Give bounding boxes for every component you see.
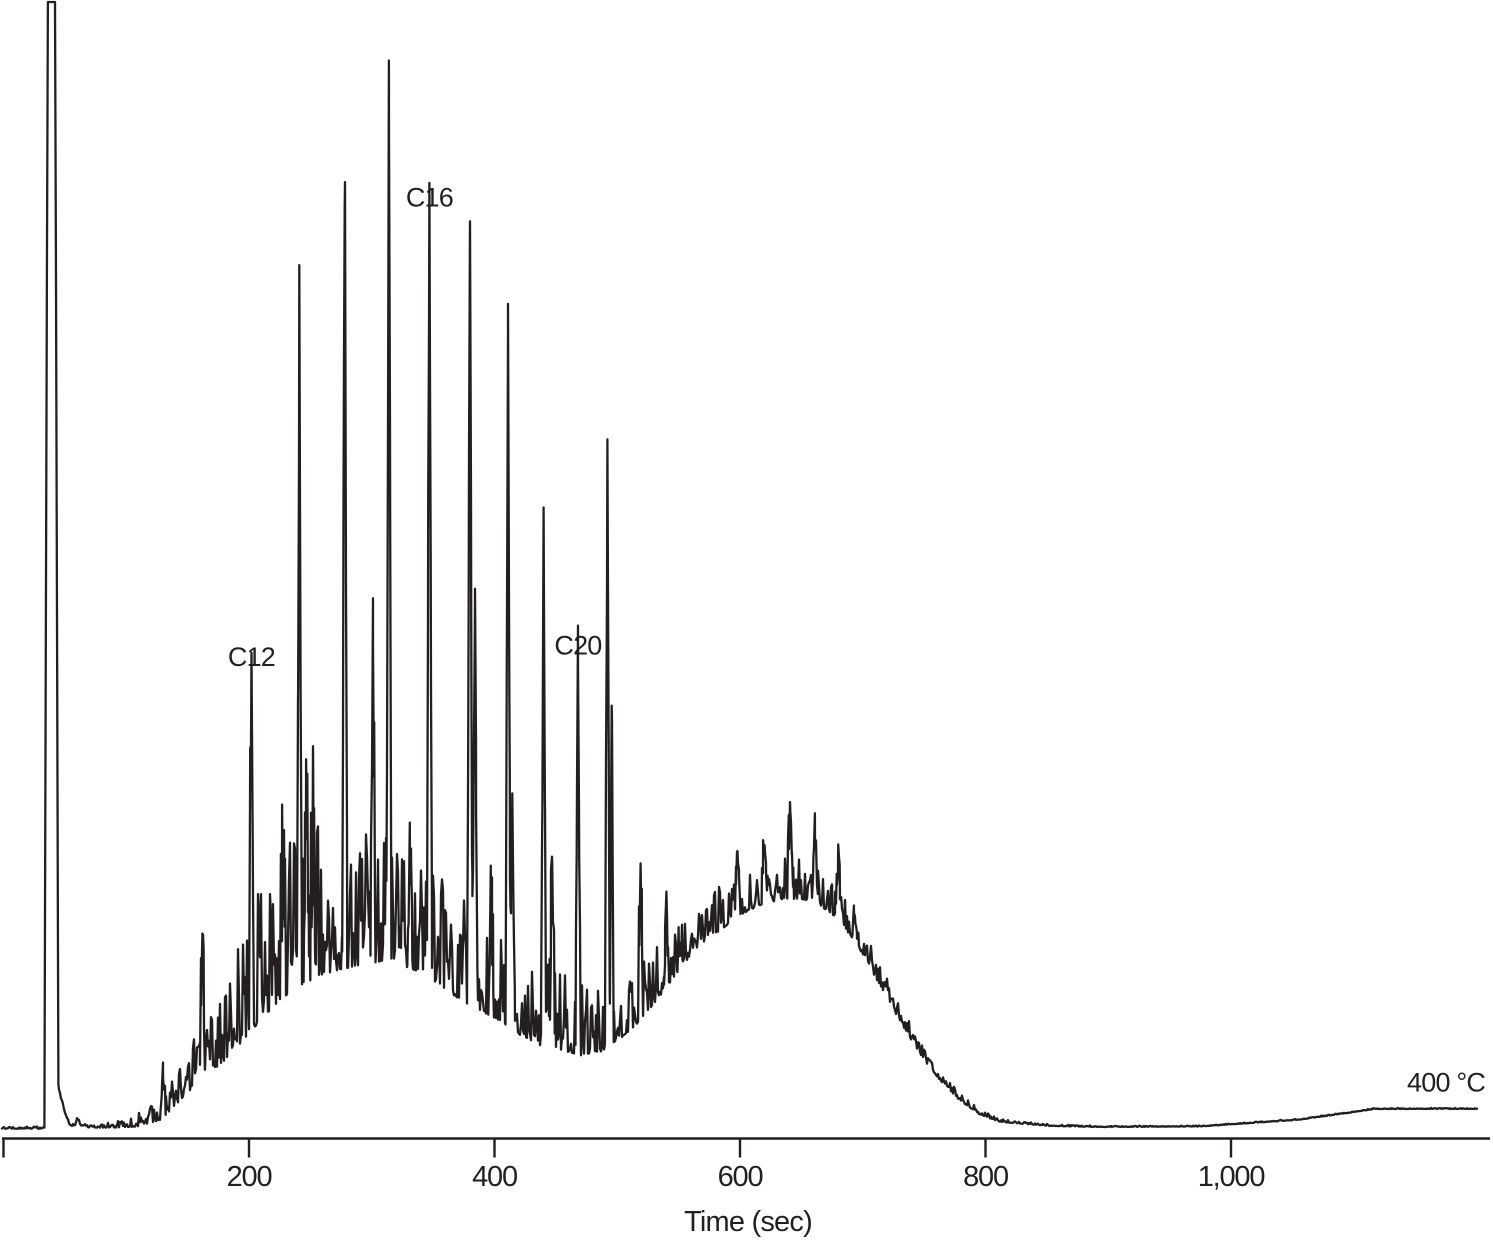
x-tick-label: 600 xyxy=(718,1161,763,1193)
x-axis-title: Time (sec) xyxy=(684,1206,812,1238)
annotation-c20: C20 xyxy=(554,631,601,661)
peak-annotations: C12 C16 C20 400 °C xyxy=(228,182,1486,1097)
trace-layer xyxy=(0,0,1479,1130)
x-axis xyxy=(2,1137,1490,1158)
annotation-400-c: 400 °C xyxy=(1407,1067,1485,1097)
x-tick-label: 200 xyxy=(227,1161,272,1193)
chromatogram-trace xyxy=(0,0,1479,1130)
x-tick-label: 1,000 xyxy=(1198,1161,1265,1193)
x-tick-label: 800 xyxy=(963,1161,1008,1193)
x-tick-label: 400 xyxy=(472,1161,517,1193)
axis-labels: 200 400 600 800 1,000 xyxy=(227,1161,1266,1193)
annotation-c16: C16 xyxy=(406,182,453,212)
annotation-c12: C12 xyxy=(228,642,275,672)
